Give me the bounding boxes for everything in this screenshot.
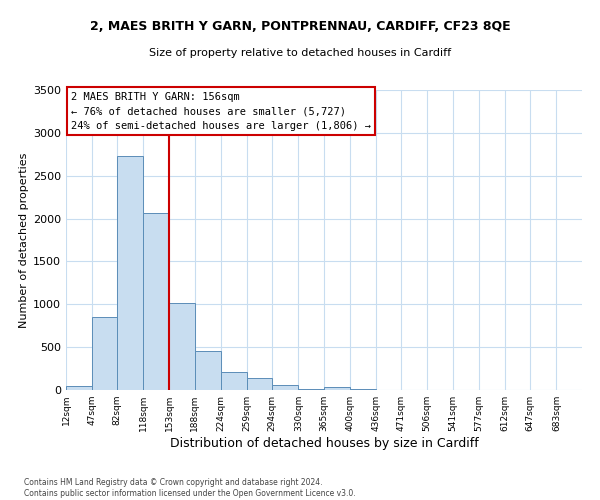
Bar [66,386,92,390]
Bar [117,156,143,390]
Bar [92,316,117,390]
Text: Size of property relative to detached houses in Cardiff: Size of property relative to detached ho… [149,48,451,58]
Bar [143,214,169,390]
Bar [169,304,194,390]
Bar [350,388,376,390]
Bar [194,351,221,390]
X-axis label: Distribution of detached houses by size in Cardiff: Distribution of detached houses by size … [170,437,478,450]
Text: Contains HM Land Registry data © Crown copyright and database right 2024.
Contai: Contains HM Land Registry data © Crown c… [24,478,356,498]
Bar [298,389,324,390]
Text: 2, MAES BRITH Y GARN, PONTPRENNAU, CARDIFF, CF23 8QE: 2, MAES BRITH Y GARN, PONTPRENNAU, CARDI… [89,20,511,33]
Bar [272,386,298,390]
Bar [221,372,247,390]
Bar [247,378,272,390]
Bar [324,388,350,390]
Text: 2 MAES BRITH Y GARN: 156sqm
← 76% of detached houses are smaller (5,727)
24% of : 2 MAES BRITH Y GARN: 156sqm ← 76% of det… [71,92,371,131]
Y-axis label: Number of detached properties: Number of detached properties [19,152,29,328]
